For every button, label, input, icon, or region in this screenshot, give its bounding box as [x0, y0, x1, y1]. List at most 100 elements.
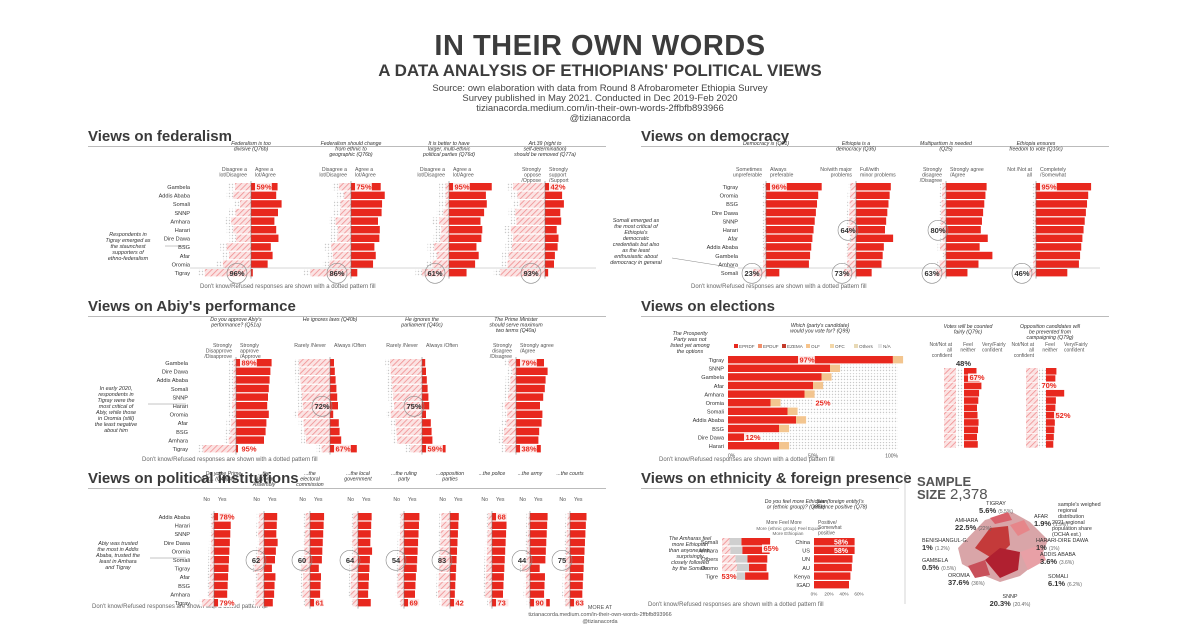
elections-low-label-bg [744, 433, 761, 442]
negative-bar [764, 208, 766, 217]
question-label: larger, multi-ethnic [428, 147, 471, 153]
negative-bar [445, 183, 449, 191]
bottom-value-label-circle [921, 262, 943, 284]
region-pct: 1% (1.2%) [922, 543, 950, 552]
dk-bar [500, 402, 505, 410]
positive-bar [310, 564, 319, 572]
negative-bar [440, 538, 450, 547]
negative-bar [567, 513, 570, 521]
dk-bar [430, 251, 437, 260]
dk-bar [762, 217, 765, 225]
positive-bar [570, 521, 586, 529]
dk-bar [301, 556, 304, 564]
right-head: preferable [770, 172, 793, 178]
negative-bar [337, 234, 351, 242]
negative-bar [504, 402, 516, 410]
negative-bar [236, 234, 251, 242]
positive-bar [492, 556, 505, 564]
negative-bar [849, 208, 856, 217]
region-label: Harari [723, 228, 738, 234]
author-handle[interactable]: @tizianacorda [569, 113, 631, 124]
negative-bar [399, 538, 404, 547]
positive-bar [530, 581, 545, 590]
negative-bar [939, 260, 946, 268]
legend-label: OFC [835, 344, 845, 349]
source-line-2: Survey published in May 2021. Conducted … [462, 93, 738, 104]
positive-bar [236, 410, 269, 418]
negative-bar [944, 441, 956, 448]
dk-bar [333, 200, 341, 208]
dk-bar [396, 564, 399, 572]
foreign-entity-label: US [802, 549, 810, 555]
bottom-value-label: 46% [1014, 269, 1029, 278]
left-head: Not/Not at [1011, 342, 1034, 348]
negative-bar [438, 581, 450, 590]
question-label: He ignores laws (Q40b) [303, 317, 358, 323]
positive-bar [449, 243, 477, 251]
region-label: Tigray [723, 185, 739, 191]
negative-bar [233, 359, 236, 367]
foreign-entity-label: AU [802, 566, 810, 572]
region-pct: 37.6% (36%) [948, 578, 985, 587]
callout-abiy: most critical of [99, 404, 134, 410]
legend-label: N/A [883, 344, 892, 349]
positive-bar [964, 419, 979, 426]
question-label: divisive (Q76b) [234, 147, 269, 153]
dk-bar [351, 547, 354, 555]
question-label: National [254, 477, 274, 483]
positive-bar [358, 538, 371, 547]
dk-bar [940, 183, 943, 191]
top-value-label: 68 [498, 513, 506, 522]
callout-federalism: supporters of [112, 250, 144, 256]
sample-legend-title: distribution [1058, 514, 1084, 520]
section-rule [88, 316, 606, 317]
region-label: Amhara [168, 438, 188, 444]
negative-bar [486, 547, 492, 555]
footer-link[interactable]: tizianacorda.medium.com/in-their-own-wor… [528, 612, 672, 618]
source-link[interactable]: tizianacorda.medium.com/in-their-own-wor… [476, 103, 724, 114]
positive-bar [330, 419, 339, 427]
negative-bar [850, 183, 856, 191]
right-head: Yes [454, 497, 463, 503]
positive-bar [450, 573, 456, 581]
positive-bar [964, 389, 980, 397]
region-label: Tigray [709, 358, 725, 364]
other-party-bar [830, 364, 841, 372]
neutral-bar [1038, 404, 1046, 412]
positive-bar [766, 200, 818, 208]
right-head: Full/with [860, 167, 879, 173]
question-label: Votes will be counted [944, 324, 994, 330]
dk-bar [388, 393, 394, 401]
positive-bar [946, 191, 986, 199]
dk-bar [1030, 260, 1034, 268]
negative-bar [764, 183, 766, 191]
negative-bar [204, 269, 251, 277]
negative-bar [397, 573, 404, 581]
positive-bar [264, 538, 278, 547]
negative-bar [305, 521, 310, 529]
positive-bar [545, 251, 555, 260]
positive-bar [310, 521, 324, 529]
positive-bar [856, 183, 891, 191]
positive-bar [310, 581, 321, 590]
neutral-bar [1038, 433, 1046, 441]
dk-bar [506, 234, 514, 242]
footer-handle[interactable]: @tizianacorda [582, 619, 618, 625]
dk-bar [483, 590, 486, 598]
negative-bar [302, 590, 310, 598]
dk-bar [253, 599, 256, 607]
sample-size: 2,378 [950, 486, 988, 503]
positive-bar [422, 419, 431, 427]
dk-bar [256, 521, 259, 529]
positive-bar [330, 436, 342, 444]
dk-bar [436, 573, 439, 581]
dk-bar [228, 367, 234, 375]
region-pct: 6.1% (6.2%) [1048, 579, 1082, 588]
question-label: ...the [304, 471, 316, 477]
positive-bar [766, 183, 822, 191]
negative-bar [332, 251, 351, 260]
negative-bar [941, 200, 946, 208]
question-label: Which (party's candidate) [791, 323, 850, 329]
negative-bar [228, 436, 236, 444]
neutral-bar [1038, 411, 1046, 419]
